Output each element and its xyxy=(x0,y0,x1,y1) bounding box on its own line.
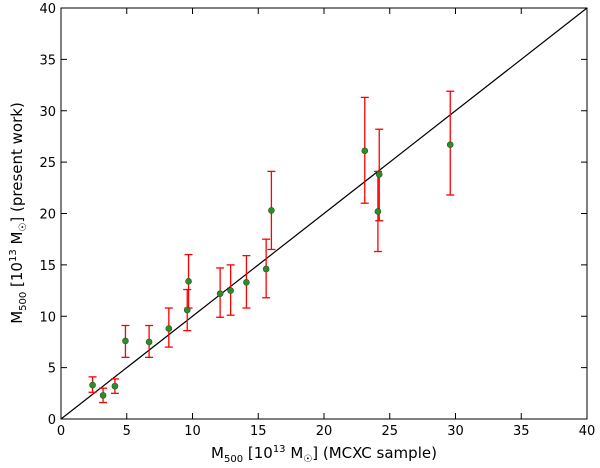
x-tick-label: 5 xyxy=(123,424,131,439)
x-axis-label: M500 [1013 M☉] (MCXC sample) xyxy=(211,444,437,465)
data-point xyxy=(89,381,96,389)
x-tick-label: 15 xyxy=(250,424,267,439)
x-axis-ticks: 0 5 10 15 20 25 30 35 40 xyxy=(57,8,595,439)
y-tick-label: 5 xyxy=(48,362,56,377)
data-point xyxy=(243,279,250,286)
data-point xyxy=(99,392,107,399)
data-point xyxy=(216,290,224,297)
y-axis-ticks: 0 5 10 15 20 25 30 35 40 xyxy=(39,2,587,428)
x-tick-label: 20 xyxy=(316,424,333,439)
data-point xyxy=(262,265,270,273)
x-tick-label: 0 xyxy=(57,424,65,439)
y-axis-label: M500 [1013 M☉] (present work) xyxy=(8,102,29,324)
data-point xyxy=(375,171,383,178)
x-tick-label: 30 xyxy=(447,424,464,439)
markers-group xyxy=(89,141,454,399)
data-point xyxy=(374,208,382,215)
y-tick-label: 40 xyxy=(39,2,56,17)
data-point xyxy=(183,306,191,314)
data-point xyxy=(111,382,119,390)
x-tick-label: 10 xyxy=(184,424,201,439)
data-point xyxy=(165,325,173,332)
data-point xyxy=(361,147,369,155)
x-tick-label: 25 xyxy=(381,424,398,439)
x-tick-label: 35 xyxy=(513,424,530,439)
data-point xyxy=(122,337,129,345)
data-point xyxy=(185,278,192,285)
y-tick-label: 15 xyxy=(39,259,56,274)
y-tick-label: 25 xyxy=(39,156,56,171)
y-tick-label: 0 xyxy=(48,413,56,428)
data-point xyxy=(227,287,234,294)
data-point xyxy=(145,338,153,346)
y-tick-label: 30 xyxy=(39,105,56,120)
x-tick-label: 40 xyxy=(579,424,596,439)
y-tick-label: 10 xyxy=(39,310,56,325)
y-tick-label: 20 xyxy=(39,208,56,223)
data-point xyxy=(446,141,454,148)
y-tick-label: 35 xyxy=(39,53,56,68)
data-point xyxy=(268,207,275,214)
